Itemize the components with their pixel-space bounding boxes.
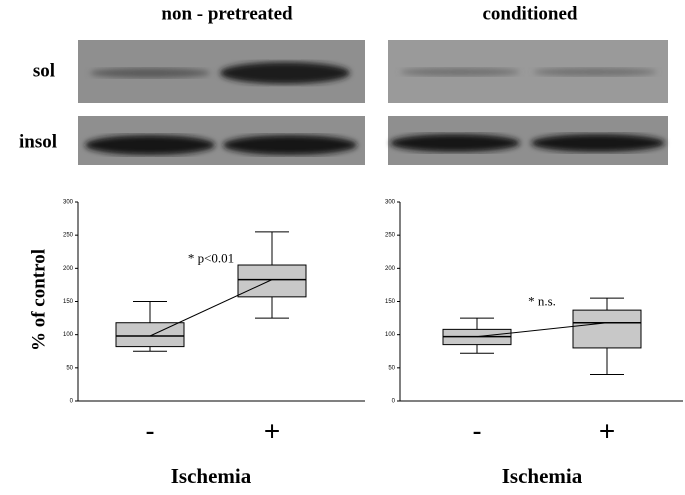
blot-label: sol (33, 60, 55, 81)
x-axis-label: Ischemia (502, 464, 583, 488)
y-tick-label: 200 (63, 266, 74, 272)
median-connector (476, 322, 608, 338)
band (85, 135, 215, 155)
y-tick-label: 250 (63, 233, 74, 239)
y-tick-label: 300 (385, 200, 396, 206)
band (90, 68, 210, 78)
y-tick-label: 100 (385, 332, 396, 338)
blot-label: insol (19, 131, 57, 152)
x-tick-label: - (472, 415, 481, 446)
y-tick-label: 0 (392, 399, 396, 405)
y-tick-label: 100 (63, 332, 74, 338)
panel-header: non - pretreated (161, 3, 293, 24)
annotation: * p<0.01 (188, 251, 234, 266)
x-axis-label: Ischemia (171, 464, 252, 488)
box (237, 264, 307, 298)
x-tick-label: + (264, 415, 280, 446)
x-tick-label: - (145, 415, 154, 446)
y-tick-label: 50 (66, 365, 73, 371)
y-tick-label: 150 (63, 299, 74, 305)
band (533, 68, 657, 76)
band (223, 135, 357, 155)
box (115, 322, 185, 348)
y-axis-label: % of control (28, 249, 49, 351)
band (531, 134, 665, 152)
y-tick-label: 0 (70, 399, 74, 405)
box (572, 309, 642, 349)
median-connector (149, 279, 273, 337)
blot (78, 40, 668, 165)
y-tick-label: 300 (63, 200, 74, 206)
band (390, 134, 520, 152)
band (220, 62, 350, 84)
y-tick-label: 200 (385, 266, 396, 272)
x-tick-label: + (599, 415, 615, 446)
panel-header: conditioned (482, 3, 577, 24)
band (400, 68, 520, 76)
y-tick-label: 250 (385, 233, 396, 239)
y-tick-label: 150 (385, 299, 396, 305)
annotation: * n.s. (528, 294, 556, 309)
y-tick-label: 50 (388, 365, 395, 371)
